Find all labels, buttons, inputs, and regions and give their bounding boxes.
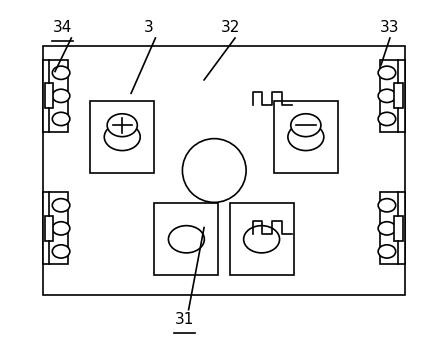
Bar: [274, 101, 338, 173]
Bar: [90, 101, 154, 173]
Bar: [45, 216, 53, 241]
Bar: [43, 192, 68, 264]
Circle shape: [291, 114, 321, 137]
Circle shape: [378, 112, 396, 125]
Circle shape: [378, 89, 396, 103]
Bar: [229, 203, 294, 275]
Ellipse shape: [182, 139, 246, 202]
Bar: [154, 203, 219, 275]
Circle shape: [52, 89, 70, 103]
Circle shape: [52, 66, 70, 79]
Circle shape: [104, 123, 140, 151]
Circle shape: [107, 114, 138, 137]
Text: 32: 32: [221, 20, 240, 35]
Circle shape: [378, 66, 396, 79]
Circle shape: [288, 123, 324, 151]
Bar: [394, 216, 403, 241]
Circle shape: [52, 112, 70, 125]
Circle shape: [52, 199, 70, 212]
Bar: [394, 83, 403, 108]
Circle shape: [378, 222, 396, 235]
Bar: [43, 46, 405, 295]
Circle shape: [168, 226, 204, 253]
Text: 31: 31: [174, 312, 194, 327]
Circle shape: [52, 245, 70, 258]
Text: 3: 3: [144, 20, 154, 35]
Circle shape: [52, 222, 70, 235]
Bar: [380, 60, 405, 132]
Text: 33: 33: [380, 20, 400, 35]
Circle shape: [244, 226, 280, 253]
Circle shape: [378, 199, 396, 212]
Circle shape: [378, 245, 396, 258]
Bar: [380, 192, 405, 264]
Bar: [45, 83, 53, 108]
Bar: [43, 60, 68, 132]
Text: 34: 34: [53, 20, 72, 35]
